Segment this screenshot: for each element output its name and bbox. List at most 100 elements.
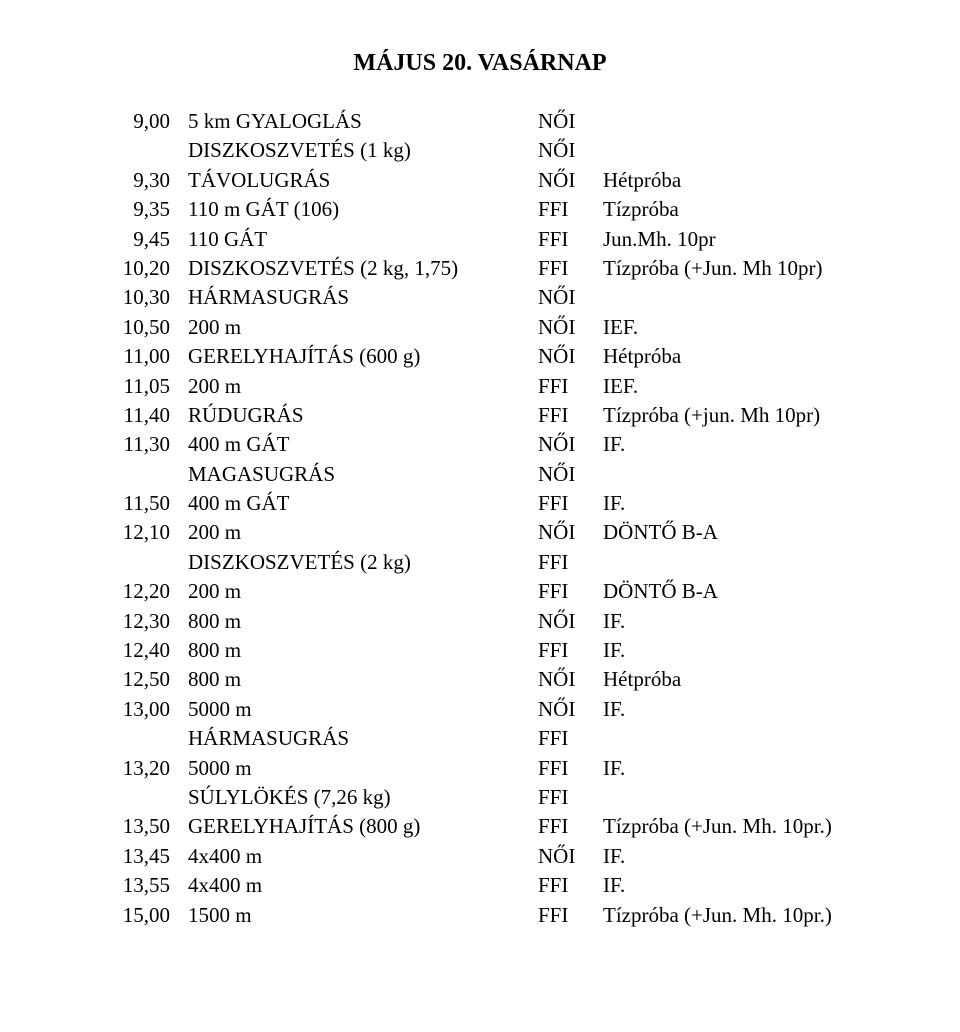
event-cell: 800 m	[188, 636, 538, 665]
event-cell: 200 m	[188, 313, 538, 342]
time-cell: 11,50	[100, 489, 188, 518]
schedule: 9,005 km GYALOGLÁSNŐI00,00DISZKOSZVETÉS …	[100, 107, 860, 930]
note-cell	[603, 460, 860, 489]
event-cell: 800 m	[188, 665, 538, 694]
note-cell: IF.	[603, 489, 860, 518]
note-cell: IF.	[603, 636, 860, 665]
event-cell: 200 m	[188, 518, 538, 547]
event-cell: 4x400 m	[188, 871, 538, 900]
schedule-row: 13,50GERELYHAJÍTÁS (800 g)FFITízpróba (+…	[100, 812, 860, 841]
schedule-row: 10,20DISZKOSZVETÉS (2 kg, 1,75)FFITízpró…	[100, 254, 860, 283]
time-cell: 13,50	[100, 812, 188, 841]
time-cell: 12,40	[100, 636, 188, 665]
event-cell: HÁRMASUGRÁS	[188, 724, 538, 753]
note-cell: IF.	[603, 430, 860, 459]
schedule-row: 13,554x400 mFFIIF.	[100, 871, 860, 900]
gender-cell: FFI	[538, 548, 603, 577]
gender-cell: NŐI	[538, 166, 603, 195]
gender-cell: NŐI	[538, 460, 603, 489]
time-cell: 13,00	[100, 695, 188, 724]
note-cell: IEF.	[603, 372, 860, 401]
schedule-row: 11,05200 mFFIIEF.	[100, 372, 860, 401]
event-cell: SÚLYLÖKÉS (7,26 kg)	[188, 783, 538, 812]
gender-cell: NŐI	[538, 107, 603, 136]
time-cell: 9,30	[100, 166, 188, 195]
time-cell: 10,50	[100, 313, 188, 342]
gender-cell: NŐI	[538, 695, 603, 724]
note-cell: IF.	[603, 842, 860, 871]
time-cell: 12,50	[100, 665, 188, 694]
event-cell: 110 GÁT	[188, 225, 538, 254]
event-cell: RÚDUGRÁS	[188, 401, 538, 430]
note-cell: DÖNTŐ B-A	[603, 577, 860, 606]
note-cell	[603, 136, 860, 165]
gender-cell: FFI	[538, 577, 603, 606]
gender-cell: FFI	[538, 783, 603, 812]
note-cell: IF.	[603, 871, 860, 900]
schedule-row: 9,45110 GÁTFFIJun.Mh. 10pr	[100, 225, 860, 254]
schedule-row: 13,205000 mFFIIF.	[100, 754, 860, 783]
schedule-row: 12,50800 mNŐI Hétpróba	[100, 665, 860, 694]
event-cell: 800 m	[188, 607, 538, 636]
gender-cell: FFI	[538, 871, 603, 900]
gender-cell: FFI	[538, 754, 603, 783]
gender-cell: NŐI	[538, 342, 603, 371]
event-cell: 4x400 m	[188, 842, 538, 871]
time-cell: 11,30	[100, 430, 188, 459]
schedule-row: 12,40800 mFFIIF.	[100, 636, 860, 665]
event-cell: DISZKOSZVETÉS (2 kg, 1,75)	[188, 254, 538, 283]
event-cell: 400 m GÁT	[188, 430, 538, 459]
note-cell: Hétpróba	[603, 166, 860, 195]
time-cell: 15,00	[100, 901, 188, 930]
event-cell: HÁRMASUGRÁS	[188, 283, 538, 312]
schedule-row: 00,00MAGASUGRÁSNŐI	[100, 460, 860, 489]
gender-cell: NŐI	[538, 665, 603, 694]
note-cell	[603, 724, 860, 753]
gender-cell: FFI	[538, 636, 603, 665]
time-cell: 9,35	[100, 195, 188, 224]
event-cell: 1500 m	[188, 901, 538, 930]
note-cell: Tízpróba (+Jun. Mh. 10pr.)	[603, 901, 860, 930]
note-cell	[603, 283, 860, 312]
event-cell: 400 m GÁT	[188, 489, 538, 518]
event-cell: GERELYHAJÍTÁS (800 g)	[188, 812, 538, 841]
event-cell: DISZKOSZVETÉS (1 kg)	[188, 136, 538, 165]
note-cell: IEF.	[603, 313, 860, 342]
schedule-row: 11,40RÚDUGRÁSFFITízpróba (+jun. Mh 10pr)	[100, 401, 860, 430]
schedule-row: 11,00GERELYHAJÍTÁS (600 g)NŐI Hétpróba	[100, 342, 860, 371]
schedule-row: 00,00DISZKOSZVETÉS (2 kg)FFI	[100, 548, 860, 577]
note-cell: Tízpróba	[603, 195, 860, 224]
gender-cell: NŐI	[538, 283, 603, 312]
schedule-row: 10,50200 mNŐIIEF.	[100, 313, 860, 342]
event-cell: 110 m GÁT (106)	[188, 195, 538, 224]
time-cell: 12,10	[100, 518, 188, 547]
note-cell: Hétpróba	[603, 665, 860, 694]
time-cell: 12,20	[100, 577, 188, 606]
gender-cell: FFI	[538, 372, 603, 401]
page-title: MÁJUS 20. VASÁRNAP	[100, 50, 860, 77]
event-cell: GERELYHAJÍTÁS (600 g)	[188, 342, 538, 371]
time-cell: 11,00	[100, 342, 188, 371]
schedule-row: 15,001500 mFFITízpróba (+Jun. Mh. 10pr.)	[100, 901, 860, 930]
event-cell: TÁVOLUGRÁS	[188, 166, 538, 195]
event-cell: 5 km GYALOGLÁS	[188, 107, 538, 136]
schedule-row: 00,00SÚLYLÖKÉS (7,26 kg) FFI	[100, 783, 860, 812]
note-cell: Tízpróba (+Jun. Mh. 10pr.)	[603, 812, 860, 841]
note-cell	[603, 548, 860, 577]
time-cell: 10,20	[100, 254, 188, 283]
schedule-row: 00,00DISZKOSZVETÉS (1 kg)NŐI	[100, 136, 860, 165]
note-cell: IF.	[603, 695, 860, 724]
event-cell: 5000 m	[188, 754, 538, 783]
schedule-row: 13,454x400 mNŐIIF.	[100, 842, 860, 871]
schedule-row: 12,20200 mFFI DÖNTŐ B-A	[100, 577, 860, 606]
gender-cell: NŐI	[538, 313, 603, 342]
time-cell: 13,20	[100, 754, 188, 783]
gender-cell: FFI	[538, 225, 603, 254]
schedule-row: 00,00HÁRMASUGRÁSFFI	[100, 724, 860, 753]
note-cell: Tízpróba (+jun. Mh 10pr)	[603, 401, 860, 430]
time-cell: 11,40	[100, 401, 188, 430]
gender-cell: FFI	[538, 812, 603, 841]
gender-cell: FFI	[538, 489, 603, 518]
schedule-row: 9,005 km GYALOGLÁSNŐI	[100, 107, 860, 136]
time-cell: 13,55	[100, 871, 188, 900]
